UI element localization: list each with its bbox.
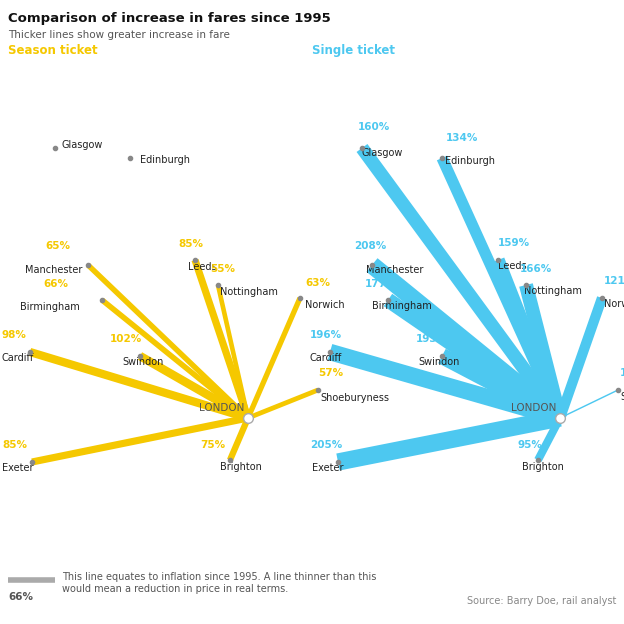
Text: LONDON: LONDON <box>198 403 244 413</box>
Text: Cardiff: Cardiff <box>2 353 34 363</box>
Text: Brighton: Brighton <box>522 462 564 472</box>
Text: Birmingham: Birmingham <box>372 301 432 311</box>
Text: 196%: 196% <box>310 330 342 340</box>
Text: Exeter: Exeter <box>2 463 34 473</box>
Text: Leeds: Leeds <box>188 262 217 272</box>
Text: 208%: 208% <box>354 241 386 251</box>
Text: Season ticket: Season ticket <box>8 44 97 57</box>
Text: Nottingham: Nottingham <box>524 286 582 296</box>
Text: Exeter: Exeter <box>312 463 343 473</box>
Text: 193%: 193% <box>416 334 448 344</box>
Text: 121%: 121% <box>604 276 624 286</box>
Text: Norwich: Norwich <box>305 300 344 310</box>
Text: 177%: 177% <box>365 279 397 289</box>
Text: LONDON: LONDON <box>510 403 556 413</box>
Text: Glasgow: Glasgow <box>62 140 104 150</box>
Text: 17%: 17% <box>620 368 624 378</box>
Text: Thicker lines show greater increase in fare: Thicker lines show greater increase in f… <box>8 30 230 40</box>
Text: 166%: 166% <box>520 264 552 274</box>
Text: 65%: 65% <box>45 241 70 251</box>
Text: Comparison of increase in fares since 1995: Comparison of increase in fares since 19… <box>8 12 331 25</box>
Text: Source: Barry Doe, rail analyst: Source: Barry Doe, rail analyst <box>467 596 616 606</box>
Text: Manchester: Manchester <box>366 265 423 275</box>
Text: This line equates to inflation since 1995. A line thinner than this
would mean a: This line equates to inflation since 199… <box>62 572 376 593</box>
Text: 98%: 98% <box>2 330 27 340</box>
Text: 66%: 66% <box>8 592 33 602</box>
Text: 205%: 205% <box>310 440 342 450</box>
Text: Swindon: Swindon <box>418 357 459 367</box>
Text: Norwich: Norwich <box>604 299 624 309</box>
Text: 85%: 85% <box>2 440 27 450</box>
Text: Manchester: Manchester <box>24 265 82 275</box>
Text: Brighton: Brighton <box>220 462 262 472</box>
Text: 75%: 75% <box>200 440 225 450</box>
Text: Shoeburyness: Shoeburyness <box>620 392 624 402</box>
Text: Single ticket: Single ticket <box>312 44 395 57</box>
Text: Birmingham: Birmingham <box>20 302 80 312</box>
Text: 102%: 102% <box>110 334 142 344</box>
Text: 66%: 66% <box>43 279 68 289</box>
Text: 85%: 85% <box>178 239 203 249</box>
Text: 95%: 95% <box>518 440 543 450</box>
Text: Edinburgh: Edinburgh <box>140 155 190 165</box>
Text: Edinburgh: Edinburgh <box>445 156 495 166</box>
Text: 159%: 159% <box>498 238 530 248</box>
Text: 134%: 134% <box>446 133 479 143</box>
Text: Cardiff: Cardiff <box>310 353 342 363</box>
Text: Swindon: Swindon <box>122 357 163 367</box>
Text: Nottingham: Nottingham <box>220 287 278 297</box>
Text: 63%: 63% <box>305 278 330 288</box>
Text: 57%: 57% <box>318 368 343 378</box>
Text: 55%: 55% <box>210 264 235 274</box>
Text: Shoeburyness: Shoeburyness <box>320 393 389 403</box>
Text: 160%: 160% <box>358 122 390 132</box>
Text: Glasgow: Glasgow <box>362 148 403 158</box>
Text: Leeds: Leeds <box>498 261 527 271</box>
